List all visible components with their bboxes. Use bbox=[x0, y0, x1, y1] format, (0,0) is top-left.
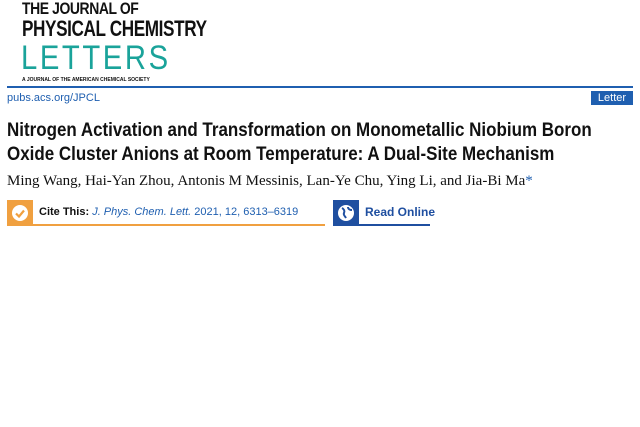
header-divider bbox=[7, 86, 633, 88]
journal-logo-line1: THE JOURNAL OF bbox=[22, 0, 139, 18]
citation-details: 2021, 12, 6313–6319 bbox=[191, 206, 299, 218]
action-row: Cite This: J. Phys. Chem. Lett. 2021, 12… bbox=[7, 200, 637, 226]
journal-url-link[interactable]: pubs.acs.org/JPCL bbox=[7, 92, 100, 104]
corresponding-author-mark[interactable]: * bbox=[525, 173, 533, 189]
read-online-label: Read Online bbox=[365, 205, 436, 219]
journal-logo-line2: PHYSICAL CHEMISTRY bbox=[22, 16, 207, 41]
citation-journal-link[interactable]: J. Phys. Chem. Lett. 2021, 12, 6313–6319 bbox=[92, 206, 298, 218]
article-title: Nitrogen Activation and Transformation o… bbox=[7, 119, 592, 165]
cite-this-button[interactable]: Cite This: J. Phys. Chem. Lett. 2021, 12… bbox=[7, 200, 325, 226]
journal-logo-line3: LETTERS bbox=[21, 39, 171, 77]
citation: Cite This: J. Phys. Chem. Lett. 2021, 12… bbox=[39, 206, 298, 219]
globe-icon bbox=[333, 200, 359, 226]
read-online-button[interactable]: Read Online bbox=[333, 200, 435, 226]
author-list: Ming Wang, Hai-Yan Zhou, Antonis M Messi… bbox=[7, 172, 637, 190]
article-header: Nitrogen Activation and Transformation o… bbox=[7, 119, 637, 226]
cite-label: Cite This: bbox=[39, 206, 90, 218]
journal-tagline: A JOURNAL OF THE AMERICAN CHEMICAL SOCIE… bbox=[22, 77, 150, 83]
check-icon bbox=[7, 200, 33, 226]
article-type-badge: Letter bbox=[591, 91, 633, 105]
authors-text: Ming Wang, Hai-Yan Zhou, Antonis M Messi… bbox=[7, 173, 526, 189]
citation-journal: J. Phys. Chem. Lett. bbox=[92, 206, 192, 218]
